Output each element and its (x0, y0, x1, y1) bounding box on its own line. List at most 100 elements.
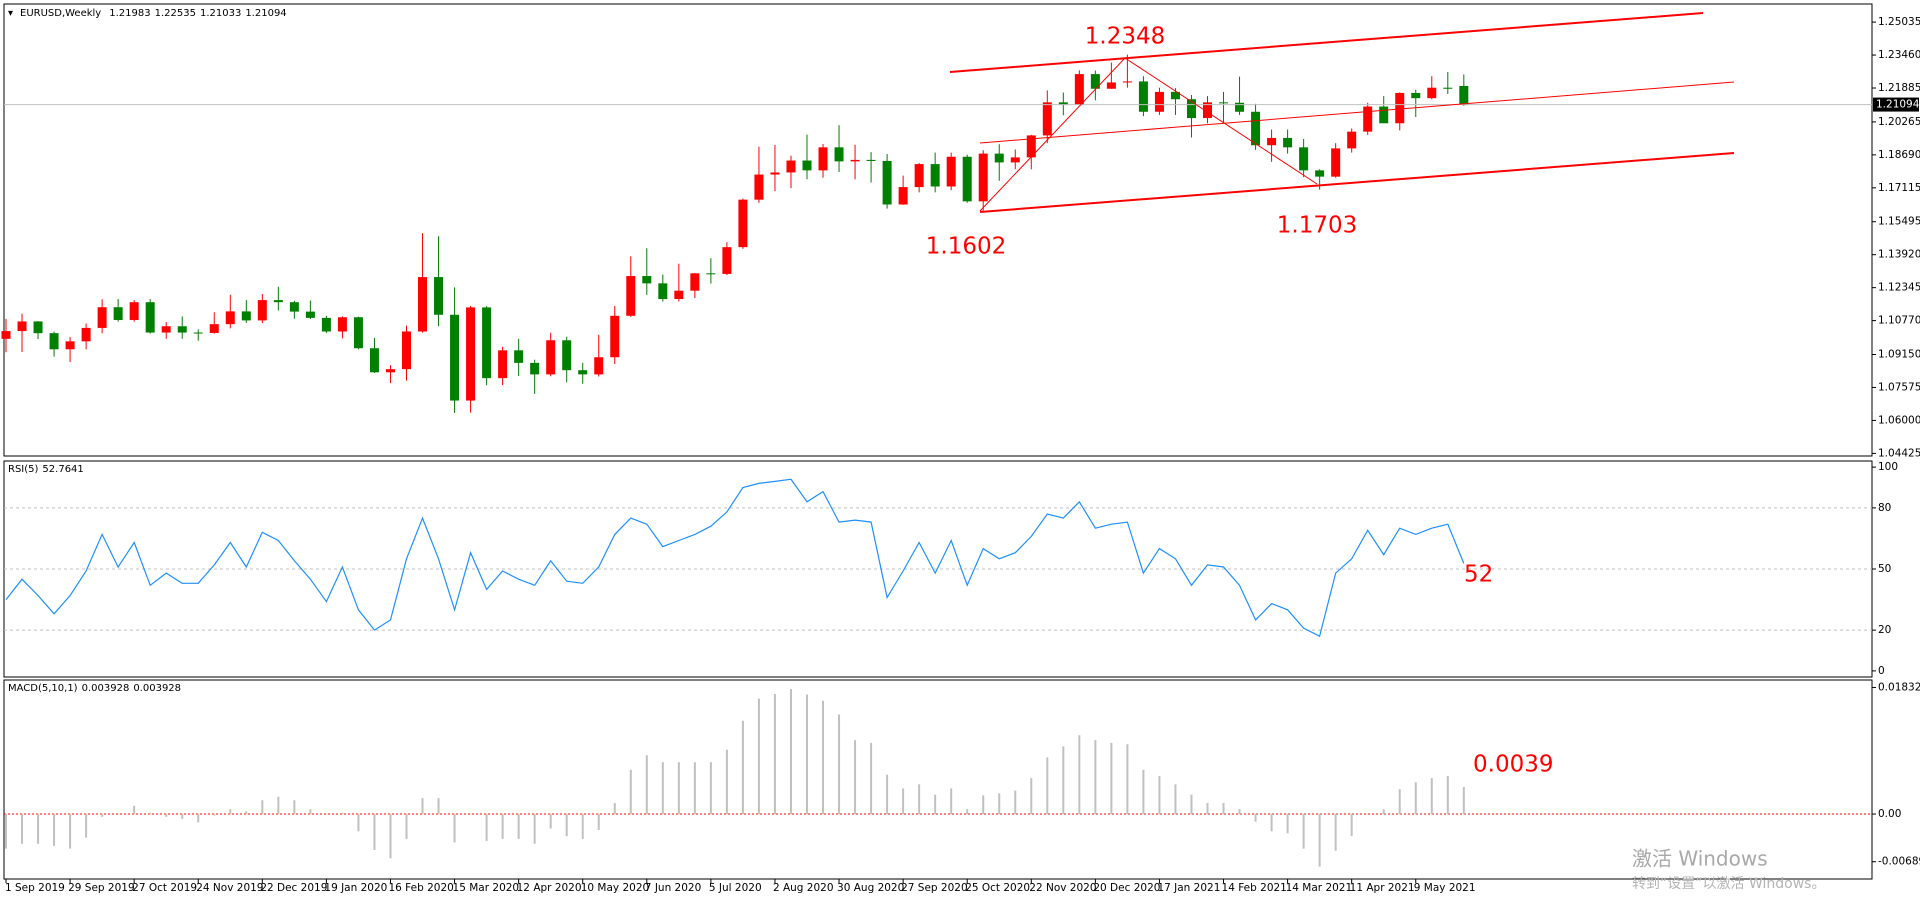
rsi-name: RSI(5) (8, 464, 39, 475)
x-tick-label: 27 Oct 2019 (132, 882, 197, 894)
marks: 1.25035 1.23460 1.21885 1.20265 1.18690 1.171… (1, 16, 1920, 894)
x-tick-label: 9 May 2021 (1414, 882, 1476, 894)
rsi-panel (3, 460, 1873, 678)
candle-body (722, 247, 732, 274)
macd-value: 0.003928 (82, 683, 130, 694)
macd-header: MACD(5,10,1) 0.003928 0.003928 (8, 683, 181, 694)
candle-body (1443, 87, 1453, 89)
candle-body (530, 362, 540, 375)
candle-body (1315, 170, 1325, 177)
candle-body (1074, 74, 1084, 105)
x-tick-label: 12 Apr 2020 (517, 882, 582, 894)
y-tick-label: 1.17115 (1878, 182, 1920, 194)
y-tick-label: 100 (1878, 461, 1898, 473)
candle-body (1122, 81, 1132, 83)
y-tick-label: 1.12345 (1878, 282, 1920, 294)
candle-body (97, 307, 107, 328)
y-tick-label: 0.00 (1878, 808, 1901, 820)
candle-body (1363, 106, 1373, 132)
y-tick-label: -0.006898 (1878, 856, 1920, 868)
x-tick-label: 27 Sep 2020 (901, 882, 968, 894)
candle-body (1203, 102, 1212, 119)
trend-channel (949, 12, 1735, 213)
candle-body (658, 283, 668, 300)
channel-middle (979, 81, 1735, 144)
candle-body (1170, 91, 1180, 100)
candle-body (81, 327, 91, 342)
candle-body (914, 164, 924, 188)
x-tick-label: 11 Apr 2021 (1350, 882, 1415, 894)
candle-body (818, 147, 828, 171)
candle-body (706, 273, 716, 275)
candle-body (113, 307, 123, 320)
x-tick-label: 22 Dec 2019 (260, 882, 327, 894)
x-tick-label: 2 Aug 2020 (773, 882, 834, 894)
candle-body (578, 370, 588, 375)
macd-panel (3, 679, 1873, 880)
candle-body (145, 302, 155, 333)
y-tick-label: 1.18690 (1878, 149, 1920, 161)
candle-body (466, 307, 476, 401)
x-tick-label: 17 Jan 2021 (1157, 882, 1220, 894)
candle-body (450, 314, 460, 401)
candle-body (1379, 106, 1389, 124)
candle-body (546, 340, 556, 375)
candle-body (418, 277, 428, 332)
candle-body (385, 369, 395, 373)
y-tick-label: 1.20265 (1878, 116, 1920, 128)
candle-body (850, 159, 860, 162)
candle-body (770, 172, 780, 175)
open: 1.21983 (109, 8, 150, 19)
y-tick-label: 1.07575 (1878, 381, 1920, 393)
candle-body (898, 187, 908, 205)
candle-body (674, 290, 684, 300)
close: 1.21094 (245, 8, 286, 19)
candle-body (241, 311, 251, 321)
candle-body (17, 321, 27, 332)
y-tick-label: 80 (1878, 502, 1891, 514)
candle-body (1042, 102, 1052, 136)
x-tick-label: 16 Feb 2020 (388, 882, 453, 894)
rsi-header: RSI(5) 52.7641 (8, 464, 84, 475)
candle-body (193, 332, 203, 334)
candle-body (1058, 102, 1068, 105)
candle-body (402, 331, 411, 370)
y-tick-label: 20 (1878, 624, 1891, 636)
x-tick-label: 10 May 2020 (581, 882, 649, 894)
symbol: EURUSD,Weekly (20, 8, 101, 19)
candle-body (257, 300, 267, 321)
candle-body (834, 147, 844, 162)
x-tick-label: 19 Jan 2020 (324, 882, 387, 894)
macd-name: MACD(5,10,1) (8, 683, 78, 694)
candle-body (1411, 92, 1421, 99)
candle-body (978, 153, 988, 202)
x-tick-label: 5 Jul 2020 (709, 882, 762, 894)
candle-body (642, 276, 652, 284)
candle-body (1283, 137, 1293, 148)
price-label: 1.21094 (1876, 99, 1920, 111)
candle-body (594, 357, 604, 375)
candle-body (482, 307, 492, 379)
y-tick-label: 1.09150 (1878, 349, 1920, 361)
candle-body (33, 321, 43, 334)
candle-body (434, 277, 444, 315)
signal-value: 0.003928 (133, 683, 181, 694)
candle-body (1331, 148, 1341, 177)
zigzag (979, 57, 1318, 212)
candle-body (1010, 157, 1020, 163)
x-tick-label: 24 Nov 2019 (196, 882, 263, 894)
x-tick-label: 22 Nov 2020 (1029, 882, 1096, 894)
candle-body (738, 199, 748, 248)
watermark-title: 激活 Windows (1632, 847, 1768, 871)
candle-body (1267, 137, 1277, 146)
low: 1.21033 (200, 8, 241, 19)
y-tick-label: 1.15495 (1878, 216, 1920, 228)
candle-body (946, 156, 956, 187)
y-tick-label: 1.04425 (1878, 447, 1920, 459)
candle-body (626, 276, 636, 316)
candle-body (882, 160, 892, 205)
rsi-line (5, 478, 1465, 638)
x-tick-label: 15 Mar 2020 (453, 882, 520, 894)
candle-body (562, 340, 572, 371)
